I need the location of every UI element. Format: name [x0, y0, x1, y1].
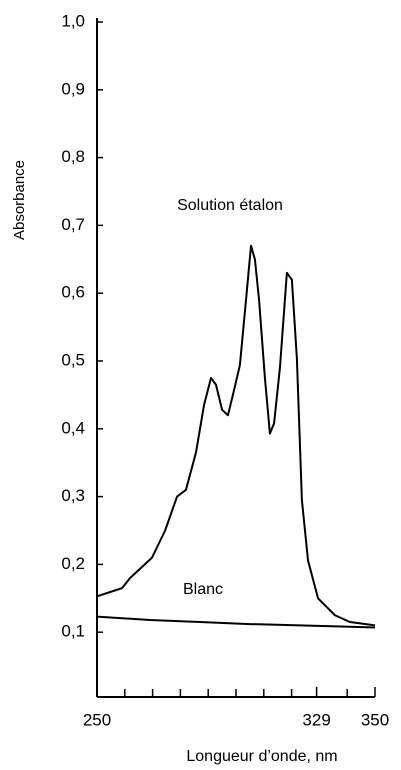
y-tick-label: 0,5 — [61, 350, 85, 369]
y-tick-label: 0,4 — [61, 418, 85, 437]
y-tick-label: 0,3 — [61, 486, 85, 505]
y-tick-label: 0,7 — [61, 215, 85, 234]
series-label: Blanc — [183, 581, 223, 598]
line — [96, 244, 376, 627]
y-tick-label: 1,0 — [61, 11, 85, 30]
y-axis-label: Absorbance — [11, 160, 28, 240]
y-tick-label: 0,9 — [61, 79, 85, 98]
y-tick-label: 0,2 — [61, 554, 85, 573]
x-axis-label: Longueur d’onde, nm — [186, 748, 337, 765]
series-label: Solution étalon — [177, 197, 283, 214]
x-tick-label: 250 — [83, 710, 111, 729]
line — [96, 615, 376, 629]
y-tick-label: 0,8 — [61, 147, 85, 166]
x-tick-label: 329 — [302, 710, 330, 729]
x-tick-label: 350 — [361, 710, 389, 729]
y-tick-label: 0,1 — [61, 622, 85, 641]
y-tick-label: 0,6 — [61, 283, 85, 302]
